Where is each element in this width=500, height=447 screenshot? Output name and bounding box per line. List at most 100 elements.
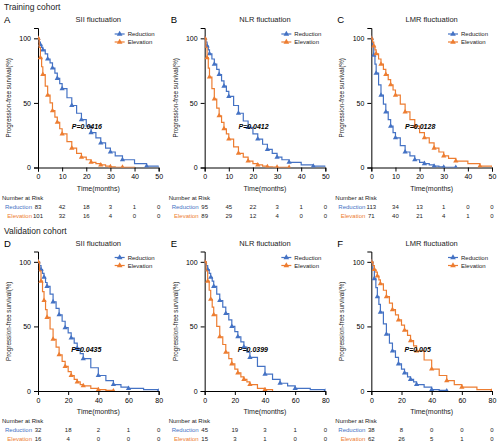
risk-count: 4 — [66, 436, 70, 442]
y-axis-line — [367, 29, 372, 169]
y-tick-label: 100 — [353, 259, 365, 266]
risk-table: Number at RiskReduction834218310Elevatio… — [2, 195, 161, 219]
y-tick: 50 — [190, 100, 205, 107]
panel-label: E — [171, 238, 177, 249]
x-tick-label: 50 — [489, 173, 497, 180]
curve-marker — [384, 294, 389, 299]
curve-marker — [69, 102, 74, 107]
y-tick-label: 50 — [23, 100, 31, 107]
curve-marker — [81, 356, 86, 361]
curve-marker — [38, 35, 41, 40]
curve-marker — [371, 43, 376, 48]
curve-marker — [372, 267, 377, 272]
panel-label: C — [337, 14, 344, 25]
risk-count: 1 — [460, 436, 464, 442]
y-axis-title: Progression-free survival(%) — [338, 58, 346, 137]
risk-count: 34 — [392, 204, 399, 210]
legend: ReductionElevation — [281, 254, 321, 268]
y-tick-mark — [367, 103, 371, 104]
risk-count: 4 — [109, 213, 113, 219]
x-tick-label: 80 — [489, 397, 497, 404]
risk-count: 95 — [201, 204, 208, 210]
x-tick-mark — [159, 168, 160, 172]
x-axis-title: Time(months) — [77, 185, 120, 193]
curve-marker — [390, 307, 395, 312]
y-tick: 100 — [353, 259, 372, 266]
x-tick-label: 0 — [203, 397, 207, 404]
x-tick-label: 0 — [370, 397, 374, 404]
panel-label: F — [337, 238, 343, 249]
panel-label: B — [171, 14, 177, 25]
x-tick: 40 — [95, 391, 103, 404]
risk-count: 1 — [293, 427, 297, 433]
x-tick-mark — [265, 391, 266, 395]
y-tick: 0 — [27, 388, 38, 395]
x-tick: 80 — [322, 391, 330, 404]
curve-marker — [241, 376, 246, 381]
plot-area — [371, 35, 492, 167]
risk-table-title: Number at Risk — [2, 418, 44, 424]
risk-count: 1 — [442, 204, 446, 210]
legend-swatch-marker — [450, 262, 456, 267]
p-value: P=0.0399 — [238, 346, 268, 353]
x-tick-label: 40 — [95, 397, 103, 404]
x-tick: 30 — [107, 168, 115, 181]
curve-marker — [40, 71, 45, 76]
x-tick-label: 20 — [250, 173, 258, 180]
section-title: Training cohort — [4, 2, 61, 12]
risk-count: 13 — [416, 204, 423, 210]
x-axis-line — [39, 392, 160, 396]
y-tick-label: 0 — [360, 164, 364, 171]
survival-curve — [38, 38, 135, 167]
y-axis: 050100 — [19, 252, 38, 395]
curve-marker — [96, 387, 101, 391]
y-tick: 0 — [194, 388, 205, 395]
risk-table-title: Number at Risk — [169, 195, 211, 201]
y-axis-line — [34, 252, 39, 392]
x-tick-mark — [229, 168, 230, 172]
legend-label: Elevation — [461, 263, 486, 269]
risk-count: 0 — [157, 436, 161, 442]
y-tick: 50 — [357, 323, 372, 330]
y-axis: 050100 — [186, 252, 205, 395]
x-axis-line — [205, 392, 326, 396]
y-tick-mark — [367, 262, 371, 263]
curve-marker — [453, 158, 458, 163]
curve-marker — [235, 370, 240, 375]
risk-count: 0 — [466, 204, 470, 210]
curve-marker — [311, 163, 316, 167]
risk-count: 0 — [157, 204, 161, 210]
risk-count: 0 — [490, 427, 494, 433]
risk-count: 3 — [263, 427, 267, 433]
x-tick: 50 — [322, 168, 330, 181]
y-tick-mark — [34, 391, 38, 392]
risk-count: 5 — [430, 436, 434, 442]
survival-curve — [38, 262, 113, 391]
curve-marker — [235, 334, 240, 339]
x-tick-mark — [301, 168, 302, 172]
risk-count: 0 — [490, 213, 494, 219]
curve-marker — [111, 382, 116, 387]
legend-swatch-marker — [450, 31, 456, 36]
x-tick-mark — [68, 391, 69, 395]
y-tick-mark — [201, 326, 205, 327]
legend-swatch-marker — [117, 31, 123, 36]
curve-marker — [126, 385, 131, 390]
risk-row-label: Elevation — [7, 436, 32, 442]
y-axis-line — [201, 29, 206, 169]
legend-label: Elevation — [461, 39, 486, 45]
x-tick-label: 10 — [59, 173, 67, 180]
x-tick-mark — [325, 391, 326, 395]
risk-count: 0 — [300, 213, 304, 219]
risk-count: 0 — [324, 213, 328, 219]
x-tick-label: 20 — [83, 173, 91, 180]
x-tick: 20 — [416, 168, 424, 181]
survival-curve — [371, 38, 455, 167]
legend-label: Reduction — [461, 255, 488, 261]
legend-label: Reduction — [294, 31, 321, 37]
legend-swatch-marker — [283, 31, 289, 36]
panel-label: D — [4, 238, 11, 249]
panel: 01020304050050100Time(months)Progression… — [169, 29, 330, 219]
x-tick-mark — [110, 168, 111, 172]
risk-count: 32 — [59, 213, 66, 219]
